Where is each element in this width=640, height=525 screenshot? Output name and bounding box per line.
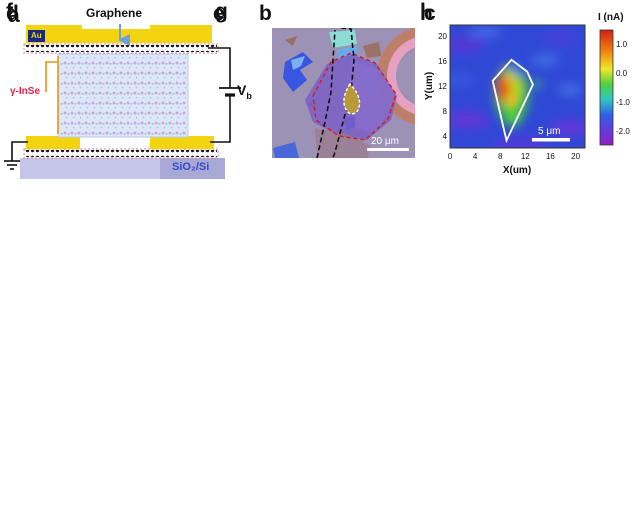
panel-g: g <box>205 0 415 125</box>
svg-text:4: 4 <box>473 152 478 161</box>
c-xticks: 0 4 8 12 16 20 <box>448 152 581 161</box>
au-label: Au <box>31 31 42 40</box>
device-schematic <box>4 24 241 179</box>
scalebar-20um <box>367 148 409 151</box>
svg-text:8: 8 <box>443 107 448 116</box>
panel-a-label: a <box>8 4 20 27</box>
teal-flake <box>329 30 357 48</box>
panel-e-label: e <box>213 2 225 25</box>
scalebar-5um <box>532 138 570 142</box>
substrate-layer <box>20 158 225 179</box>
panel-c-label: c <box>424 2 436 25</box>
chart-g-hysteresis <box>205 0 415 125</box>
panel-h-label: h <box>420 2 433 25</box>
scalebar-20um-label: 20 μm <box>371 136 399 147</box>
ground-symbol <box>4 141 28 170</box>
panel-h: h <box>415 0 640 200</box>
svg-text:0.0: 0.0 <box>616 69 628 78</box>
inse-bracket <box>45 56 59 134</box>
panel-a: a <box>0 0 255 200</box>
bottom-right-electrode <box>150 136 214 149</box>
panel-c: c <box>420 0 640 200</box>
svg-text:12: 12 <box>438 82 447 91</box>
bottom-left-electrode <box>26 136 80 149</box>
au-chip <box>28 30 45 42</box>
svg-text:12: 12 <box>521 152 530 161</box>
sample-outline <box>491 58 534 144</box>
colorbar-ticks: 1.0 0.0 -1.0 -2.0 <box>616 40 630 136</box>
photocurrent-map: 5 μm I (nA) 1.0 0.0 -1.0 -2.0 20 16 12 8… <box>424 12 630 176</box>
bottom-graphene-layer <box>23 148 219 159</box>
c-yticks: 20 16 12 8 4 <box>438 32 447 141</box>
optical-micrograph: 20 μm <box>272 28 415 158</box>
svg-text:4: 4 <box>443 132 448 141</box>
panel-i: i <box>415 0 640 125</box>
panel-b: b <box>255 0 420 200</box>
inse-outline-dashed <box>312 52 397 141</box>
scalebar-5um-label: 5 μm <box>538 126 560 137</box>
svg-text:16: 16 <box>438 57 447 66</box>
chart-i-conductivity <box>415 0 640 125</box>
panel-b-label: b <box>259 2 272 25</box>
colorbar-title: I (nA) <box>598 12 624 23</box>
panel-f: f <box>0 0 205 125</box>
panel-d: d <box>0 0 205 200</box>
c-ylabel: Y(um) <box>424 72 435 100</box>
panel-g-label: g <box>215 0 228 23</box>
svg-text:8: 8 <box>498 152 503 161</box>
inse-label: γ-InSe <box>10 86 41 97</box>
inse-lattice-stack <box>57 53 189 138</box>
colorbar <box>599 29 614 146</box>
svg-text:1.0: 1.0 <box>616 40 628 49</box>
panel-f-label: f <box>6 0 13 23</box>
bias-circuit <box>208 47 241 143</box>
substrate-label: SiO₂/Si <box>172 161 210 173</box>
svg-text:0: 0 <box>448 152 453 161</box>
panel-e: e <box>205 0 415 200</box>
gold-teardrop <box>343 82 361 115</box>
svg-text:20: 20 <box>438 32 447 41</box>
graphene-label: Graphene <box>86 6 143 20</box>
c-xlabel: X(um) <box>503 165 531 176</box>
svg-text:20: 20 <box>571 152 580 161</box>
panel-i-label: i <box>420 0 426 23</box>
svg-text:-2.0: -2.0 <box>616 127 630 136</box>
svg-text:16: 16 <box>546 152 555 161</box>
heatmap-field <box>450 25 585 148</box>
panel-d-label: d <box>6 2 19 25</box>
vb-label: Vb <box>237 82 252 101</box>
svg-text:-1.0: -1.0 <box>616 98 630 107</box>
